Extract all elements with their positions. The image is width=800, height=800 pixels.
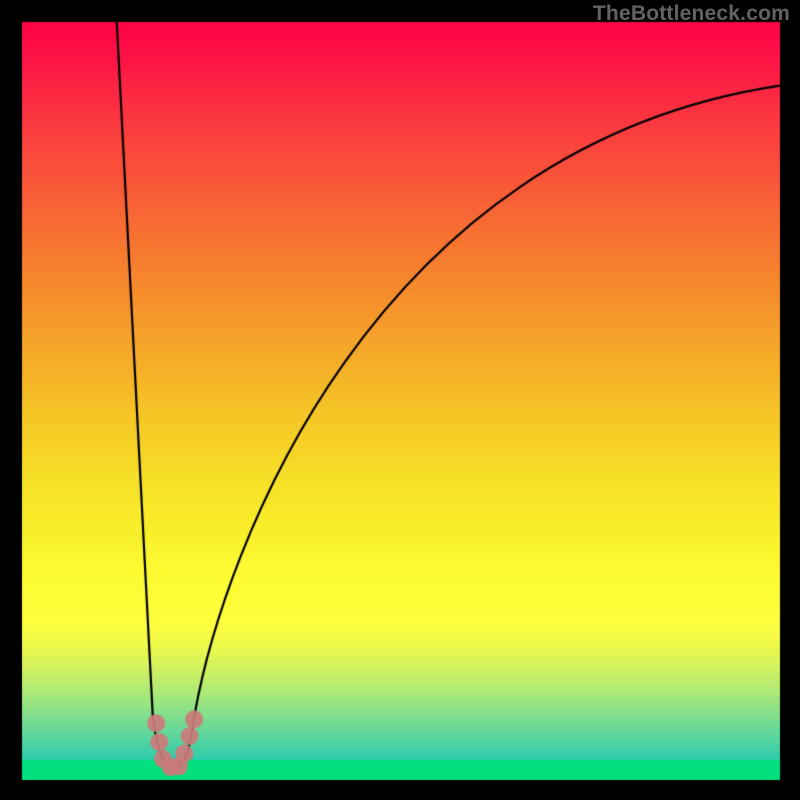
bottleneck-curve: [0, 0, 800, 800]
watermark-text: TheBottleneck.com: [593, 2, 790, 26]
chart-stage: TheBottleneck.com: [0, 0, 800, 800]
